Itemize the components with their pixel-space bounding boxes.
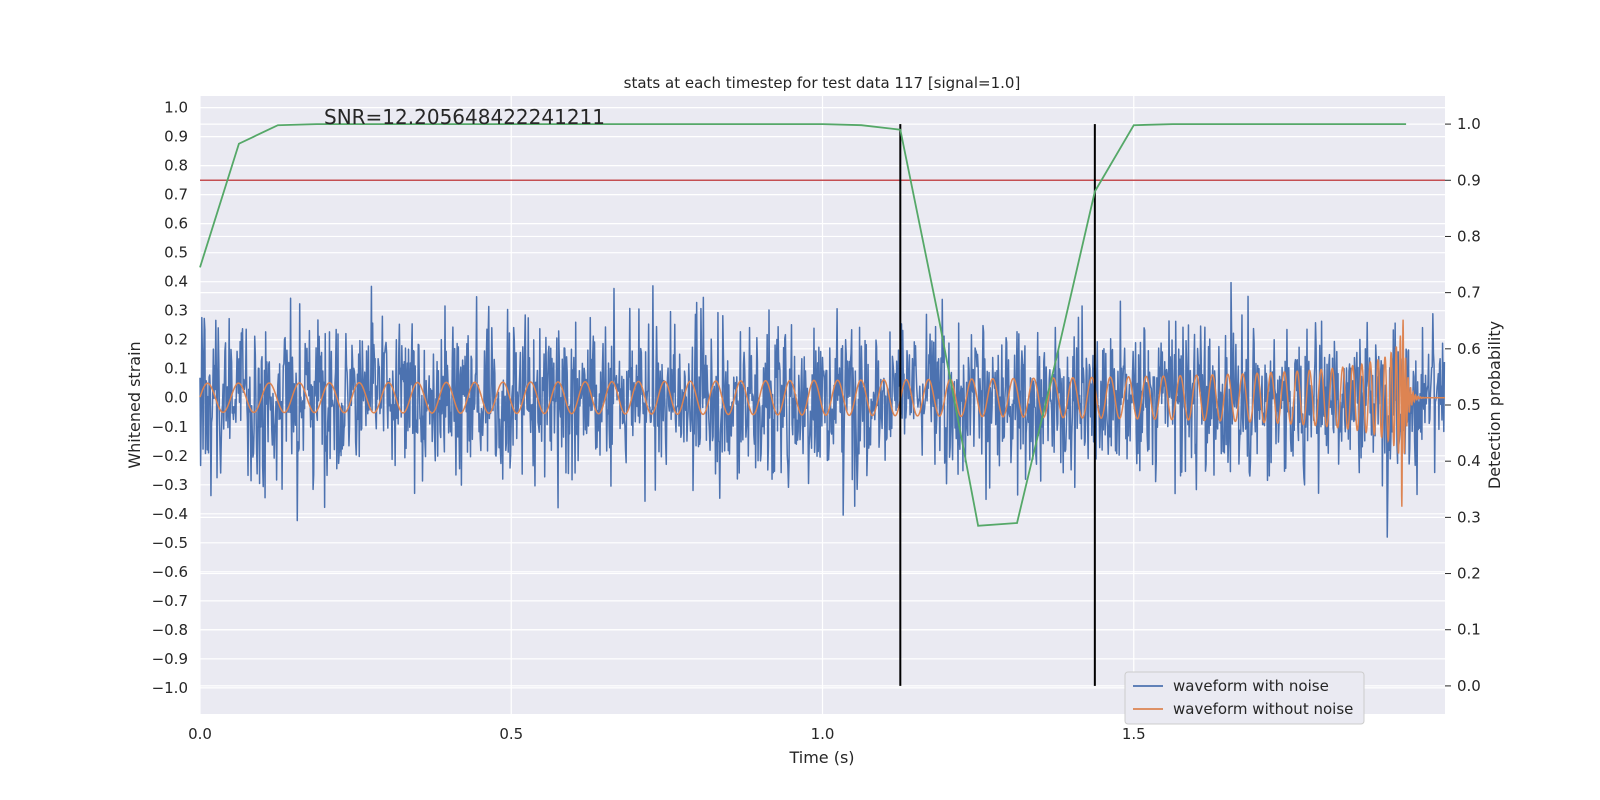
series-detection-probability xyxy=(199,123,1407,527)
y-tick-label-left: 0.5 xyxy=(164,244,188,262)
y-tick-label-left: 0.3 xyxy=(164,302,188,320)
y-tick-label-left: 1.0 xyxy=(164,99,188,117)
y-tick-label-left: −0.8 xyxy=(152,621,188,639)
y-tick-label-left: −0.4 xyxy=(152,505,188,523)
y-tick-label-left: −0.7 xyxy=(152,592,188,610)
y-tick-label-right: 0.7 xyxy=(1457,284,1481,302)
y-tick-label-left: 0.4 xyxy=(164,273,188,291)
y-tick-label-right: 1.0 xyxy=(1457,115,1481,133)
axes: 0.0 0.5 1.0 1.5 −1.0 −0.9 −0.8 −0.7 −0.6 −0.5 −0.4… xyxy=(152,99,1481,743)
legend-label-noise: waveform with noise xyxy=(1173,677,1329,695)
x-tick-label: 0.0 xyxy=(188,725,212,743)
x-tick-label: 1.0 xyxy=(811,725,835,743)
y-tick-label-left: 0.6 xyxy=(164,215,188,233)
y-tick-label-right: 0.9 xyxy=(1457,171,1481,189)
y-tick-label-right: 0.8 xyxy=(1457,227,1481,245)
y-tick-label-right: 0.3 xyxy=(1457,508,1481,526)
y-tick-label-left: −0.6 xyxy=(152,563,188,581)
y-tick-label-left: −0.5 xyxy=(152,534,188,552)
y-tick-label-left: −0.3 xyxy=(152,476,188,494)
y-tick-label-right: 0.1 xyxy=(1457,621,1481,639)
legend-box xyxy=(1124,671,1365,725)
y-tick-label-left: −1.0 xyxy=(152,679,188,697)
y-tick-label-left: 0.2 xyxy=(164,331,188,349)
y-tick-label-left: 0.0 xyxy=(164,389,188,407)
chart-title: stats at each timestep for test data 117… xyxy=(624,74,1021,92)
y-tick-label-left: 0.1 xyxy=(164,360,188,378)
y-tick-label-right: 0.4 xyxy=(1457,452,1481,470)
y-tick-label-right: 0.6 xyxy=(1457,340,1481,358)
y-tick-label-left: 0.8 xyxy=(164,157,188,175)
snr-annotation: SNR=12.205648422241211 xyxy=(324,105,605,129)
y-tick-label-right: 0.0 xyxy=(1457,677,1481,695)
y-tick-label-left: −0.9 xyxy=(152,650,188,668)
y-tick-label-left: −0.1 xyxy=(152,418,188,436)
y-axis-label-right: Detection probability xyxy=(1485,321,1504,489)
series-waveform-without-noise xyxy=(199,319,1445,507)
x-tick-label: 0.5 xyxy=(499,725,523,743)
x-tick-label: 1.5 xyxy=(1122,725,1146,743)
y-tick-label-left: 0.9 xyxy=(164,128,188,146)
plot-layer xyxy=(199,123,1446,686)
legend: waveform with noise waveform without noi… xyxy=(1124,671,1365,725)
y-axis-label-left: Whitened strain xyxy=(125,341,144,468)
x-axis-label: Time (s) xyxy=(788,748,854,767)
legend-label-clean: waveform without noise xyxy=(1173,700,1353,718)
y-tick-label-left: 0.7 xyxy=(164,186,188,204)
grid xyxy=(199,96,1445,714)
y-tick-label-right: 0.2 xyxy=(1457,565,1481,583)
y-tick-label-right: 0.5 xyxy=(1457,396,1481,414)
y-tick-label-left: −0.2 xyxy=(152,447,188,465)
series-waveform-with-noise xyxy=(199,281,1446,538)
